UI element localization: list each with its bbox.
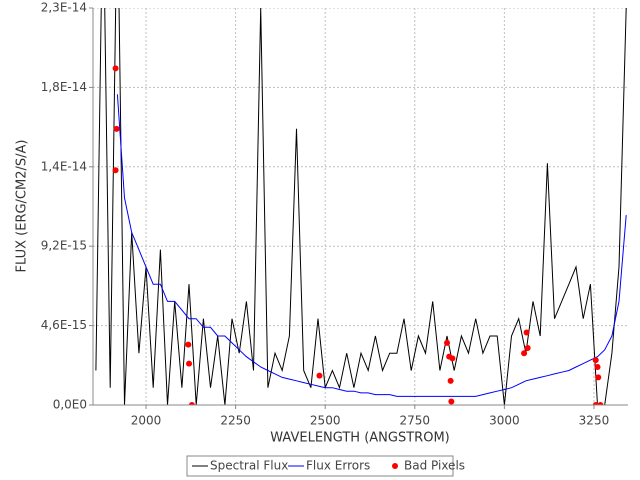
- bad-pixel: [112, 167, 119, 174]
- legend-label: Spectral Flux: [210, 459, 288, 473]
- bad-pixel: [597, 402, 604, 405]
- bad-pixel: [595, 374, 602, 381]
- bad-pixel: [444, 339, 451, 346]
- y-axis-label: FLUX (ERG/CM2/S/A): [15, 140, 30, 273]
- y-tick-label: 4,6E-15: [41, 318, 87, 332]
- y-tick-label: 1,4E-14: [41, 159, 87, 173]
- data-line: [116, 94, 627, 397]
- legend-box: [186, 455, 454, 477]
- x-tick-label: 2750: [400, 414, 431, 428]
- x-axis-label: WAVELENGTH (ANGSTROM): [270, 431, 449, 446]
- bad-pixel: [113, 125, 120, 132]
- bad-pixel: [316, 372, 323, 379]
- bad-pixel: [449, 355, 456, 362]
- data-line: [95, 8, 627, 405]
- bad-pixel: [524, 345, 531, 352]
- x-tick-label: 2500: [310, 414, 341, 428]
- bad-pixel: [185, 341, 192, 348]
- legend-swatch: [392, 463, 398, 469]
- bad-pixel: [112, 65, 119, 72]
- legend-label: Bad Pixels: [404, 459, 465, 473]
- y-tick-label: 1,8E-14: [41, 80, 87, 94]
- x-tick-label: 2250: [220, 414, 251, 428]
- axes: 0,0E0 4,6E-15 9,2E-15 1,4E-14 1,8E-14 2,3E-14…: [41, 1, 628, 477]
- bad-pixel: [186, 360, 193, 367]
- bad-pixel: [448, 398, 455, 405]
- bad-pixel: [521, 350, 528, 357]
- y-tick-label: 0,0E0: [53, 398, 87, 412]
- bad-pixel: [594, 364, 601, 371]
- bad-pixel: [447, 377, 454, 384]
- plot-area: [93, 8, 628, 405]
- bad-pixel: [592, 402, 599, 405]
- x-tick-label: 3250: [579, 414, 610, 428]
- bad-pixel: [523, 329, 530, 336]
- y-tick-label: 9,2E-15: [41, 239, 87, 253]
- legend-label: Flux Errors: [306, 459, 370, 473]
- bad-pixel: [188, 402, 195, 405]
- x-tick-label: 2000: [131, 414, 162, 428]
- y-tick-label: 2,3E-14: [41, 1, 87, 15]
- x-tick-label: 3000: [489, 414, 520, 428]
- bad-pixel: [592, 357, 599, 364]
